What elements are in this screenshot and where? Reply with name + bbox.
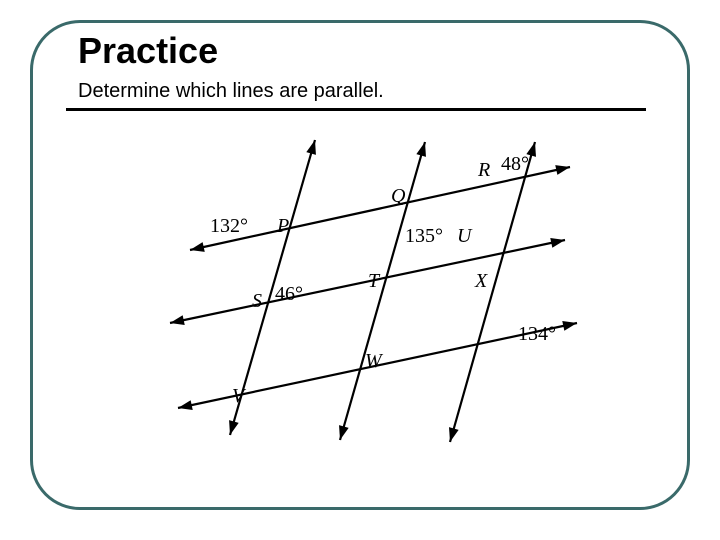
line-t-mid — [340, 142, 425, 440]
geometry-diagram: 132° P Q R 48° 135° U S 46° T X W V 134° — [125, 130, 585, 450]
point-V: V — [232, 385, 244, 408]
line-t-right — [450, 142, 535, 442]
angle-R-48: 48° — [501, 153, 529, 176]
point-Q: Q — [391, 185, 405, 208]
slide-title: Practice — [78, 30, 218, 72]
angle-S-46: 46° — [275, 283, 303, 306]
point-S: S — [252, 290, 262, 313]
point-T: T — [368, 270, 379, 293]
angle-U-135: 135° — [405, 225, 443, 248]
point-U: U — [457, 225, 471, 248]
angle-134: 134° — [518, 323, 556, 346]
point-R: R — [478, 159, 490, 182]
slide-subtitle: Determine which lines are parallel. — [78, 80, 384, 103]
diagram-svg — [125, 130, 585, 450]
point-W: W — [365, 350, 382, 373]
title-underline — [66, 108, 646, 111]
point-P: P — [277, 215, 289, 238]
point-X: X — [475, 270, 487, 293]
angle-P-132: 132° — [210, 215, 248, 238]
